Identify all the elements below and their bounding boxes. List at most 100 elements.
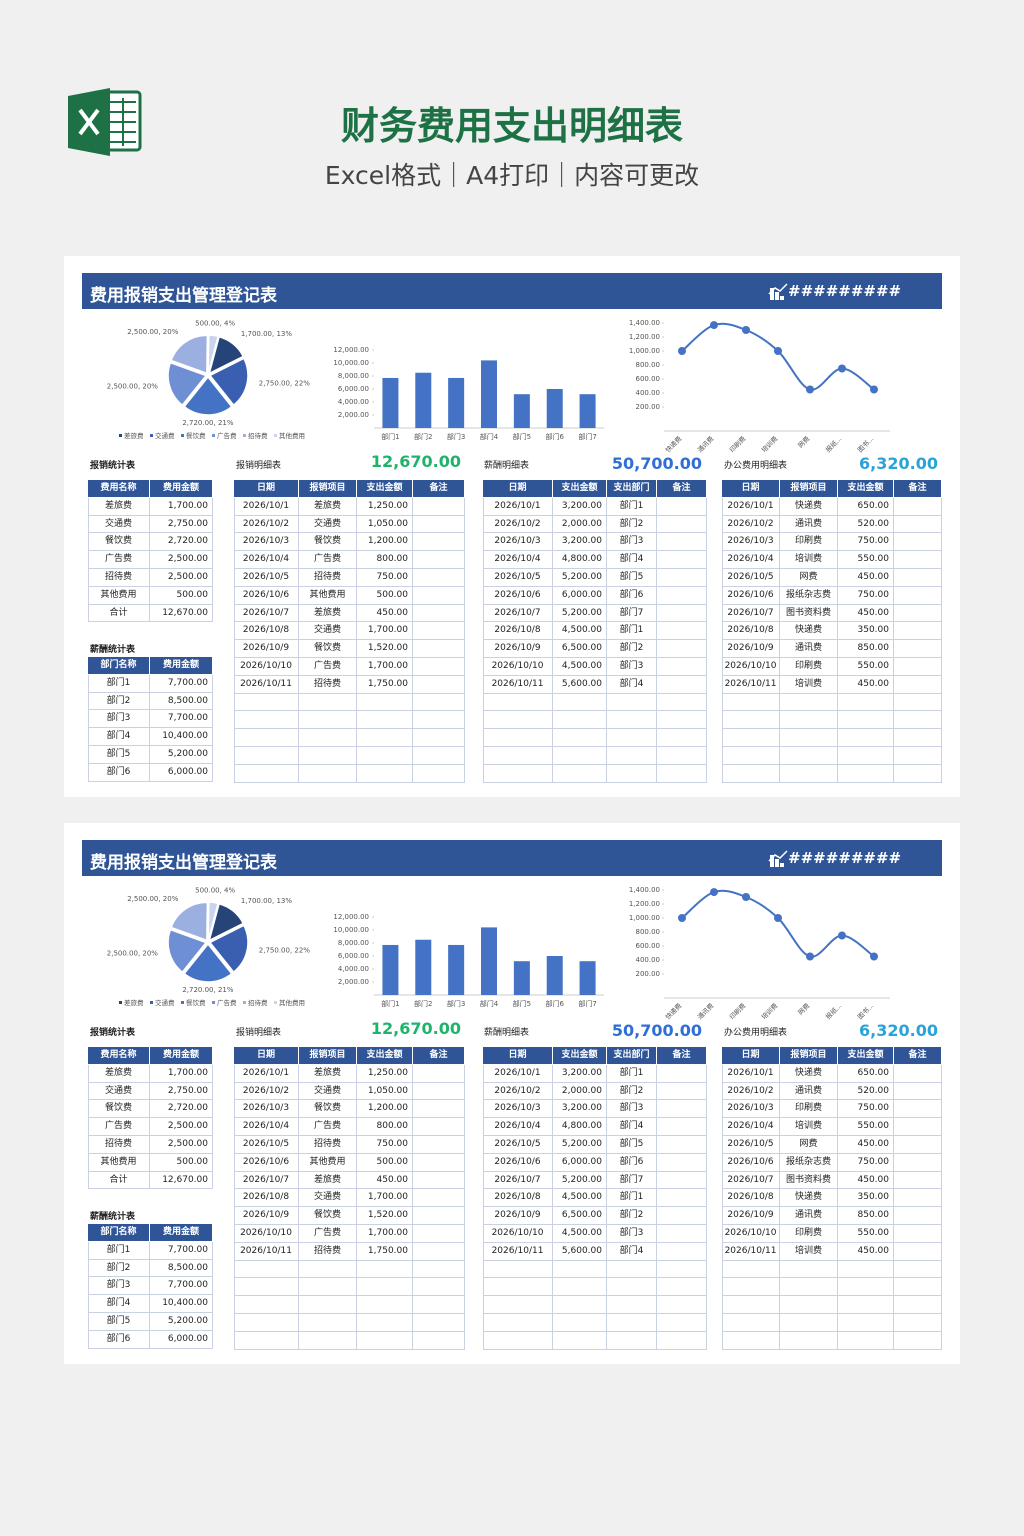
pie-slice — [208, 924, 249, 974]
legend-label: 招待费 — [248, 998, 268, 1007]
table-cell: 2,500.00 — [150, 551, 213, 569]
empty-cell — [657, 747, 707, 765]
sheet: 费用报销支出管理登记表 ######### 1,700.00, 13% 差旅费 2,75… — [64, 256, 960, 797]
x-tick-label: 部门3 — [447, 432, 465, 441]
bar — [513, 961, 530, 995]
column-header: 支出金额 — [838, 480, 894, 498]
section-title: 报销明细表 — [236, 1028, 282, 1038]
empty-cell — [780, 764, 838, 783]
table-cell: 餐饮费 — [299, 1100, 357, 1119]
y-tick-label: 4,000.00 — [338, 398, 369, 406]
empty-cell — [780, 711, 838, 730]
table-cell: 650.00 — [838, 497, 894, 516]
column-header: 部门名称 — [88, 657, 150, 675]
legend-swatch — [212, 434, 215, 437]
table-border — [483, 480, 484, 783]
table-cell: 1,700.00 — [357, 622, 413, 641]
excel-icon — [68, 88, 142, 156]
y-tick-label: 8,000.00 — [338, 939, 369, 947]
y-tick-label: 4,000.00 — [338, 965, 369, 973]
table-cell: 交通费 — [88, 1082, 150, 1101]
empty-cell — [657, 1207, 707, 1225]
table-cell: 5,200.00 — [553, 1171, 607, 1190]
x-tick-label: 快递费 — [663, 434, 684, 455]
table-cell: 部门4 — [607, 1118, 657, 1136]
pie-label: 2,720.00, 21% — [182, 419, 234, 427]
column-header: 费用名称 — [88, 480, 150, 498]
section-title: 办公费用明细表 — [724, 461, 788, 471]
line-point — [710, 888, 718, 897]
x-tick-label: 部门5 — [513, 432, 531, 441]
sheet-title: 费用报销支出管理登记表 — [90, 286, 277, 306]
table-cell: 快递费 — [780, 1064, 838, 1083]
table-cell: 450.00 — [838, 1136, 894, 1154]
empty-cell — [483, 1314, 553, 1332]
table-cell: 部门5 — [88, 746, 150, 764]
table-cell: 部门4 — [88, 728, 150, 746]
empty-cell — [722, 711, 780, 730]
table-cell: 1,700.00 — [357, 1225, 413, 1243]
table-cell: 1,700.00 — [357, 658, 413, 676]
x-tick-label: 培训费 — [759, 1001, 780, 1022]
empty-cell — [413, 515, 465, 534]
table-cell: 2026/10/1 — [483, 497, 553, 516]
section-total: 12,670.00 — [370, 1019, 461, 1038]
table-cell: 广告费 — [299, 1225, 357, 1243]
empty-cell — [413, 586, 465, 605]
table-cell: 部门3 — [88, 710, 150, 729]
table-cell: 部门7 — [607, 604, 657, 623]
x-tick-label: 部门1 — [381, 999, 399, 1008]
empty-cell — [299, 693, 357, 712]
table-cell: 4,500.00 — [553, 1225, 607, 1243]
empty-cell — [413, 729, 465, 747]
y-tick-label: 800.00 — [636, 361, 661, 369]
table-cell: 2,500.00 — [150, 569, 213, 587]
table-cell: 450.00 — [357, 1171, 413, 1190]
column-header: 报销项目 — [780, 1047, 838, 1065]
empty-cell — [483, 693, 553, 712]
table-cell: 520.00 — [838, 515, 894, 534]
empty-cell — [657, 1118, 707, 1136]
empty-cell — [413, 1225, 465, 1243]
table-cell: 2026/10/7 — [722, 1171, 780, 1190]
pie-slice — [167, 361, 208, 407]
table-cell: 2026/10/3 — [483, 533, 553, 552]
table-cell: 2026/10/5 — [483, 1136, 553, 1154]
table-cell: 500.00 — [150, 1153, 213, 1172]
empty-cell — [299, 729, 357, 747]
pie-label: 2,720.00, 21% — [182, 986, 234, 994]
empty-cell — [838, 1331, 894, 1350]
table-cell: 450.00 — [838, 1171, 894, 1190]
table-border — [88, 1224, 89, 1349]
legend-swatch — [150, 434, 153, 437]
empty-cell — [780, 729, 838, 747]
table-cell: 1,050.00 — [357, 1082, 413, 1101]
empty-cell — [838, 729, 894, 747]
y-tick-label: 10,000.00 — [333, 359, 369, 367]
table-cell: 2026/10/6 — [483, 1153, 553, 1172]
empty-cell — [607, 693, 657, 712]
table-cell: 招待费 — [299, 1242, 357, 1261]
section-total: 6,320.00 — [859, 454, 938, 473]
table-cell: 2026/10/10 — [234, 658, 299, 676]
table-cell: 2026/10/4 — [234, 551, 299, 569]
empty-cell — [357, 764, 413, 783]
table-cell: 550.00 — [838, 1225, 894, 1243]
empty-cell — [234, 1260, 299, 1279]
table-cell: 1,050.00 — [357, 515, 413, 534]
empty-cell — [894, 1242, 942, 1261]
pie-slice — [207, 334, 220, 374]
table-cell: 4,800.00 — [553, 1118, 607, 1136]
table-cell: 7,700.00 — [150, 1241, 213, 1260]
y-tick-label: 10,000.00 — [333, 926, 369, 934]
table-cell: 2026/10/11 — [234, 1242, 299, 1261]
table-border — [234, 1047, 235, 1350]
table-cell: 2026/10/8 — [483, 1189, 553, 1208]
table-border — [722, 480, 723, 783]
column-header: 报销项目 — [780, 480, 838, 498]
legend-label: 其他费用 — [279, 998, 305, 1007]
table-cell: 合计 — [88, 1171, 150, 1190]
table-cell: 3,200.00 — [553, 497, 607, 516]
empty-cell — [299, 747, 357, 765]
y-tick-label: 1,000.00 — [629, 914, 660, 922]
